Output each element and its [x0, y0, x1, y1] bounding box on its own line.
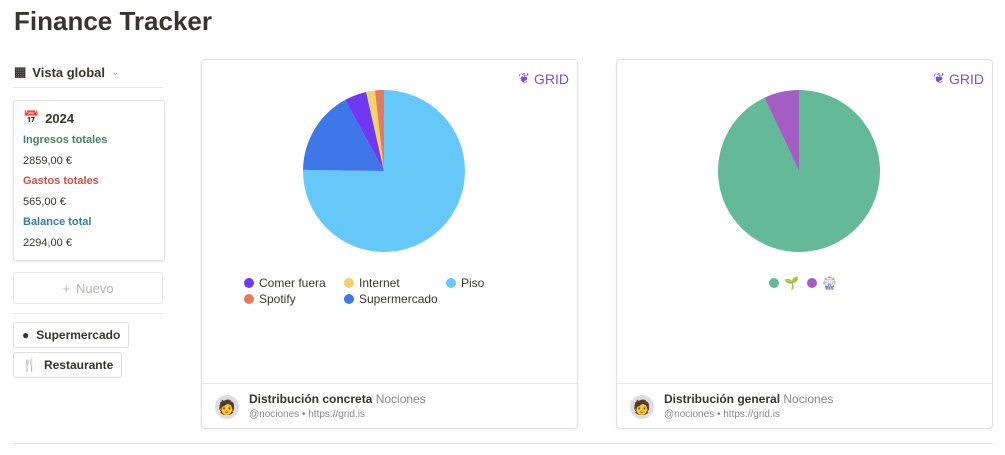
legend-label: Comer fuera — [259, 276, 326, 290]
chevron-down-icon: ⌄ — [111, 66, 120, 78]
avatar: 🧑 — [215, 395, 239, 419]
pie-slice-Supermercado — [303, 99, 384, 171]
pie-chart — [718, 90, 880, 252]
restaurante-button[interactable]: 🍴 Restaurante — [13, 352, 123, 378]
balance-value: 2294,00 € — [23, 237, 72, 249]
expense-value: 565,00 € — [23, 196, 66, 208]
plus-icon: + — [62, 280, 70, 296]
embed-footer: 🧑 Distribución concreta Nociones @nocion… — [202, 383, 577, 428]
avatar: 🧑 — [630, 395, 654, 419]
calendar-icon: ▦ — [14, 64, 27, 79]
embed-title[interactable]: Distribución general — [664, 392, 781, 406]
legend-swatch — [807, 278, 817, 288]
new-label: Nuevo — [76, 280, 114, 296]
fork-knife-icon: 🍴 — [22, 358, 37, 372]
view-selector[interactable]: ▦ Vista global ⌄ — [14, 64, 119, 80]
legend-item: Piso — [446, 276, 484, 290]
legend-label: Piso — [461, 276, 485, 290]
legend-label: 🎡 — [822, 276, 837, 290]
expense-label: Gastos totales — [23, 175, 99, 187]
legend: 🌱 🎡 — [769, 276, 869, 296]
legend-item: Internet — [344, 276, 400, 290]
legend-swatch — [769, 278, 779, 288]
legend-label: Spotify — [259, 292, 296, 306]
divider — [13, 87, 163, 88]
legend-label: Internet — [359, 276, 400, 290]
pie-slice-Internet — [366, 90, 384, 171]
brand: GRID — [949, 70, 984, 87]
pie-slice-🎡 — [764, 90, 799, 171]
apple-icon: ● — [22, 328, 30, 342]
legend-swatch — [344, 278, 354, 288]
embed-subtitle: @nociones • https://grid.is — [664, 409, 780, 420]
grid-embed-concreta[interactable]: ❦ GRID Comer fuera Internet Piso Spotify … — [201, 59, 578, 429]
legend-swatch — [446, 278, 456, 288]
legend-item: Comer fuera — [244, 276, 326, 290]
button-label: Restaurante — [43, 358, 114, 372]
divider — [13, 313, 163, 314]
legend-label: Supermercado — [359, 292, 438, 306]
embed-footer: 🧑 Distribución general Nociones @nocione… — [617, 383, 992, 428]
new-button[interactable]: + Nuevo — [13, 272, 163, 304]
legend-item: Supermercado — [344, 292, 438, 306]
grid-logo-icon: ❦ — [933, 70, 945, 86]
brand: GRID — [534, 70, 569, 87]
embed-owner: Nociones — [783, 392, 834, 406]
pie-chart — [303, 90, 465, 252]
legend-item: 🎡 — [807, 276, 837, 290]
pie-slice-Comer fuera — [345, 91, 384, 171]
legend-swatch — [244, 278, 254, 288]
income-label: Ingresos totales — [23, 134, 108, 146]
grid-embed-general[interactable]: ❦ GRID 🌱 🎡 🧑 Distribución general Nocione… — [616, 59, 993, 429]
page-title: Finance Tracker — [14, 6, 212, 36]
calendar-icon: 📅 — [23, 110, 40, 125]
supermercado-button[interactable]: ● Supermercado — [13, 322, 130, 348]
legend-item: 🌱 — [769, 276, 799, 290]
balance-label: Balance total — [23, 216, 92, 228]
grid-logo[interactable]: ❦ GRID — [518, 70, 569, 87]
embed-title[interactable]: Distribución concreta — [249, 392, 373, 406]
legend-swatch — [244, 294, 254, 304]
legend: Comer fuera Internet Piso Spotify Superm… — [244, 276, 544, 316]
legend-label: 🌱 — [784, 276, 799, 290]
grid-logo-icon: ❦ — [518, 70, 530, 86]
embed-subtitle: @nociones • https://grid.is — [249, 409, 365, 420]
income-value: 2859,00 € — [23, 155, 72, 167]
embed-owner: Nociones — [375, 392, 426, 406]
divider — [13, 443, 993, 444]
legend-item: Spotify — [244, 292, 296, 306]
view-label: Vista global — [32, 64, 106, 80]
year: 2024 — [45, 110, 75, 126]
summary-card[interactable]: 📅 2024 Ingresos totales 2859,00 € Gastos … — [13, 100, 165, 261]
grid-logo[interactable]: ❦ GRID — [933, 70, 984, 87]
pie-slice-Spotify — [375, 90, 384, 171]
legend-swatch — [344, 294, 354, 304]
button-label: Supermercado — [36, 328, 121, 342]
